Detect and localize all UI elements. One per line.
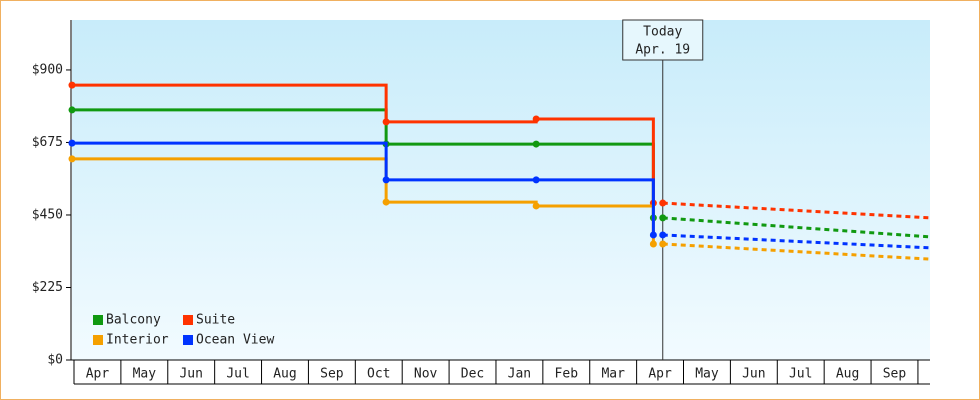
projection-point (659, 240, 667, 248)
series-point (649, 240, 657, 248)
y-tick-label: $900 (32, 62, 63, 77)
x-tick-label: Mar (601, 367, 625, 382)
legend-label: Suite (196, 313, 235, 328)
x-tick-label: May (695, 367, 719, 382)
series-point (382, 118, 390, 126)
x-tick-label: Apr (648, 367, 672, 382)
legend-label: Ocean View (196, 333, 274, 348)
x-tick-label: Oct (367, 367, 390, 382)
x-tick-label: Sep (883, 367, 907, 382)
legend-label: Balcony (106, 313, 161, 328)
projection-point (659, 231, 667, 239)
series-point (532, 176, 540, 184)
series-point (68, 106, 76, 114)
x-tick-label: Apr (86, 367, 110, 382)
series-point (68, 155, 76, 163)
legend-swatch (183, 315, 193, 325)
series-point (382, 198, 390, 206)
x-tick-label: Jun (742, 367, 765, 382)
legend-swatch (93, 315, 103, 325)
y-tick-label: $0 (47, 353, 63, 368)
projection-point (659, 199, 667, 207)
x-tick-label: May (133, 367, 157, 382)
x-tick-label: Jul (226, 367, 249, 382)
today-label: Today (643, 25, 682, 40)
x-tick-label: Aug (273, 367, 296, 382)
series-point (532, 115, 540, 123)
x-tick-label: Aug (836, 367, 859, 382)
today-box (622, 19, 704, 61)
series-point (382, 176, 390, 184)
legend-label: Interior (106, 333, 169, 348)
x-tick-label: Jan (508, 367, 531, 382)
series-point (532, 202, 540, 210)
legend-swatch (183, 335, 193, 345)
series-point (68, 139, 76, 147)
projection-point (659, 214, 667, 222)
plot-area (72, 20, 930, 360)
y-tick-label: $225 (32, 280, 63, 295)
x-tick-label: Jul (789, 367, 812, 382)
series-line (72, 141, 655, 235)
legend-swatch (93, 335, 103, 345)
y-tick-label: $450 (32, 207, 63, 222)
x-tick-label: Jun (179, 367, 202, 382)
x-tick-label: Sep (320, 367, 344, 382)
series-point (649, 231, 657, 239)
y-tick-label: $675 (32, 135, 63, 150)
today-label: Apr. 19 (635, 43, 690, 58)
series-point (532, 140, 540, 148)
x-tick-label: Dec (461, 367, 484, 382)
x-tick-label: Feb (555, 367, 579, 382)
series-point (68, 81, 76, 89)
x-tick-label: Nov (414, 367, 438, 382)
